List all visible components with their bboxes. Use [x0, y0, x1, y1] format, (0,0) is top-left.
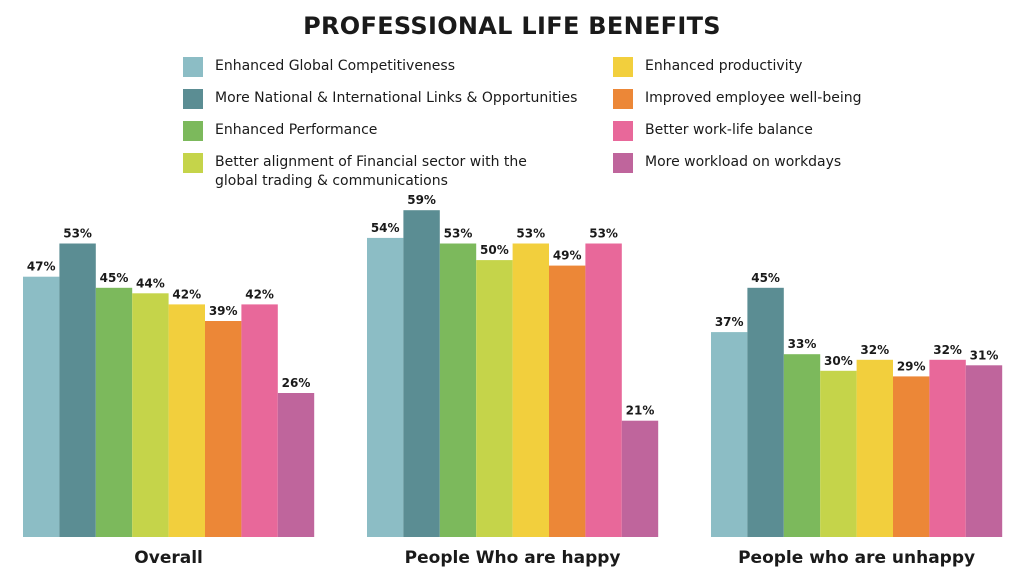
category-label-people-who-are-unhappy: People who are unhappy	[738, 548, 975, 568]
bar-value-label: 31%	[970, 348, 999, 362]
legend-swatch	[613, 153, 633, 173]
bar-overall-4	[132, 293, 169, 537]
bar-value-label: 53%	[589, 227, 618, 241]
bar-people-who-are-happy-8	[621, 420, 659, 537]
bar-overall-1	[23, 276, 60, 537]
bar-people-who-are-happy-4	[476, 260, 513, 537]
bar-value-label: 53%	[63, 227, 92, 241]
bar-people-who-are-unhappy-4	[820, 370, 857, 537]
legend-label: Enhanced productivity	[645, 58, 803, 74]
bar-people-who-are-happy-2	[403, 210, 440, 537]
category-label-overall: Overall	[134, 548, 203, 568]
bar-value-label: 47%	[27, 260, 56, 274]
bar-value-label: 30%	[824, 354, 853, 368]
legend-swatch	[613, 89, 633, 109]
legend-item-more-workload: More workload on workdays	[613, 153, 841, 173]
bar-value-label: 44%	[136, 276, 165, 290]
bar-value-label: 54%	[371, 221, 400, 235]
bar-value-label: 42%	[172, 287, 201, 301]
bar-overall-6	[205, 321, 242, 537]
bar-people-who-are-unhappy-7	[929, 359, 966, 537]
bar-people-who-are-happy-5	[512, 243, 549, 537]
bar-overall-7	[241, 304, 278, 537]
legend-swatch	[183, 89, 203, 109]
bar-value-label: 59%	[407, 193, 436, 207]
legend-item-financial-alignment: Better alignment of Financial sector wit…	[183, 153, 543, 191]
bar-value-label: 33%	[788, 337, 817, 351]
legend-item-work-life-balance: Better work-life balance	[613, 121, 813, 141]
bar-people-who-are-unhappy-6	[893, 376, 930, 537]
bar-value-label: 45%	[100, 271, 129, 285]
bar-value-label: 53%	[516, 227, 545, 241]
bar-overall-2	[59, 243, 96, 537]
category-label-people-who-are-happy: People Who are happy	[405, 548, 621, 568]
bar-people-who-are-unhappy-2	[747, 287, 784, 537]
legend-label: More workload on workdays	[645, 154, 842, 170]
bar-people-who-are-happy-7	[585, 243, 622, 537]
legend-item-enhanced-productivity: Enhanced productivity	[613, 57, 802, 77]
bar-people-who-are-happy-6	[549, 265, 586, 537]
legend-item-links-opportunities: More National & International Links & Op…	[183, 89, 577, 109]
bar-value-label: 53%	[444, 227, 473, 241]
bar-people-who-are-unhappy-5	[856, 359, 893, 537]
bar-value-label: 32%	[933, 343, 962, 357]
legend-item-global-competitiveness: Enhanced Global Competitiveness	[183, 57, 455, 77]
bar-overall-5	[168, 304, 205, 537]
legend-swatch	[183, 121, 203, 141]
legend-item-enhanced-performance: Enhanced Performance	[183, 121, 377, 141]
legend-swatch	[613, 57, 633, 77]
bar-value-label: 39%	[209, 304, 238, 318]
bar-people-who-are-unhappy-3	[783, 354, 821, 537]
bar-overall-3	[95, 287, 133, 537]
legend-label: Enhanced Performance	[215, 122, 378, 138]
bar-value-label: 21%	[626, 404, 655, 418]
legend-swatch	[613, 121, 633, 141]
legend-swatch	[183, 153, 203, 173]
legend-label: More National & International Links & Op…	[215, 90, 578, 106]
legend-swatch	[183, 57, 203, 77]
bar-value-label: 29%	[897, 359, 926, 373]
bar-overall-8	[277, 393, 315, 537]
bar-value-label: 37%	[715, 315, 744, 329]
bar-people-who-are-happy-1	[367, 237, 404, 537]
bar-value-label: 45%	[751, 271, 780, 285]
bar-people-who-are-unhappy-1	[711, 332, 748, 537]
legend-label: Enhanced Global Competitiveness	[215, 58, 456, 74]
legend-label: Better work-life balance	[645, 122, 813, 138]
legend-item-employee-wellbeing: Improved employee well-being	[613, 89, 862, 109]
legend-label: Better alignment of Financial sector wit…	[215, 154, 527, 189]
chart-title: PROFESSIONAL LIFE BENEFITS	[303, 12, 721, 40]
bar-value-label: 26%	[282, 376, 311, 390]
bar-value-label: 49%	[553, 249, 582, 263]
bar-people-who-are-happy-3	[439, 243, 477, 537]
bar-value-label: 32%	[860, 343, 889, 357]
bar-value-label: 50%	[480, 243, 509, 257]
bar-people-who-are-unhappy-8	[965, 365, 1003, 537]
legend-label: Improved employee well-being	[645, 90, 862, 106]
bar-value-label: 42%	[245, 287, 274, 301]
